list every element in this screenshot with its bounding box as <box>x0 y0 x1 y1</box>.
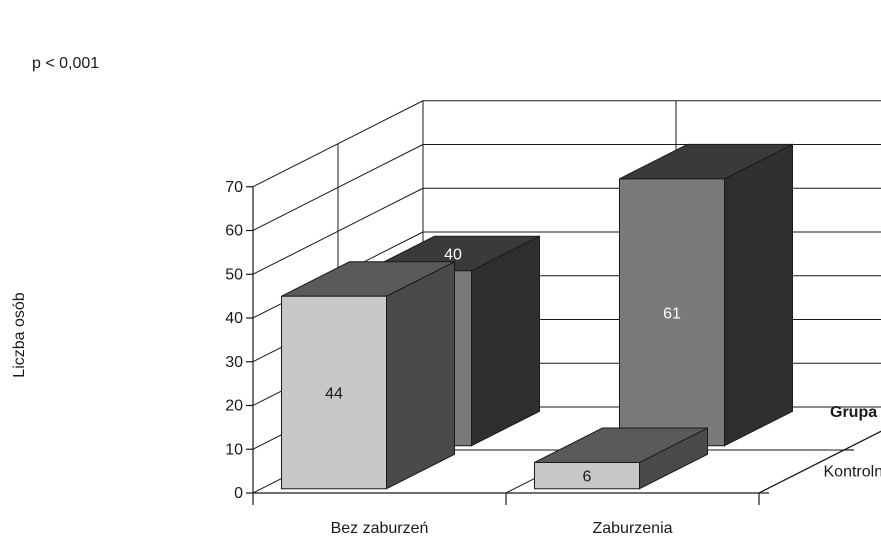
y-tick-label: 20 <box>225 398 243 415</box>
y-tick-label: 50 <box>225 266 243 283</box>
x-tick-label: Zaburzenia <box>592 520 672 536</box>
bar-side-face <box>387 262 455 489</box>
bar-value-label: 6 <box>583 469 592 486</box>
annotation: p < 0,001 <box>32 55 99 72</box>
y-axis-label: Liczba osób <box>11 292 28 377</box>
bar: 61 <box>620 144 793 445</box>
depth-axis-title: Grupa <box>830 404 877 421</box>
y-tick-label: 40 <box>225 310 243 327</box>
bar-value-label: 40 <box>444 247 462 264</box>
x-tick-label: Bez zaburzeń <box>331 520 429 536</box>
bar-value-label: 44 <box>325 385 343 402</box>
bar-side-face <box>472 236 540 445</box>
y-tick-label: 30 <box>225 354 243 371</box>
depth-tick-label: Kontrolna <box>824 464 881 481</box>
bars: 40 61 44 6 <box>282 144 793 488</box>
bar: 6 <box>535 428 708 489</box>
bar: 44 <box>282 262 455 489</box>
bar-value-label: 61 <box>663 305 681 322</box>
y-tick-label: 70 <box>225 179 243 196</box>
bar-side-face <box>725 144 793 445</box>
y-tick-label: 60 <box>225 223 243 240</box>
y-tick-label: 10 <box>225 441 243 458</box>
y-tick-label: 0 <box>234 485 243 502</box>
